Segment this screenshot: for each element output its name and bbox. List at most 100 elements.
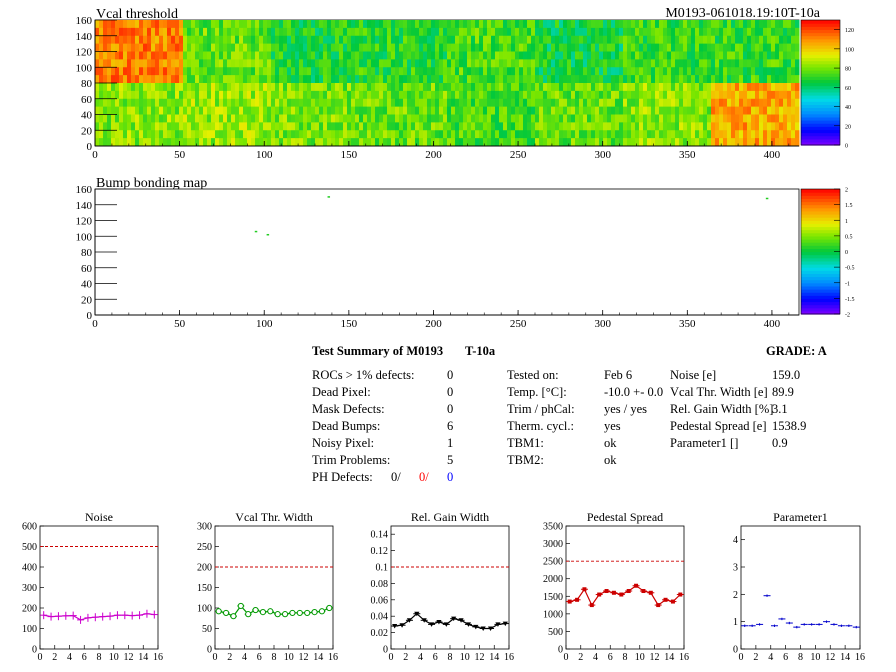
- heatmap-cell: [339, 35, 344, 45]
- heatmap-cell: [563, 67, 568, 76]
- heatmap-cell: [615, 114, 620, 123]
- heatmap-cell: [783, 51, 788, 60]
- heatmap-cell: [543, 75, 548, 84]
- data-point: [487, 626, 494, 631]
- heatmap-cell: [179, 35, 184, 45]
- heatmap-cell: [327, 98, 332, 108]
- x-tick-label: 50: [174, 318, 186, 330]
- heatmap-cell: [367, 106, 372, 115]
- y-tick-label: 3000: [543, 539, 563, 550]
- heatmap-cell: [683, 122, 688, 131]
- heatmap-cell: [423, 114, 428, 123]
- heatmap-cell: [223, 35, 228, 45]
- heatmap-cell: [183, 67, 188, 76]
- heatmap-cell: [739, 130, 744, 139]
- heatmap-cell: [607, 106, 612, 115]
- heatmap-cell: [459, 106, 464, 115]
- heatmap-cell: [447, 67, 452, 76]
- heatmap-cell: [383, 51, 388, 60]
- heatmap-cell: [255, 43, 260, 52]
- heatmap-cell: [223, 106, 228, 115]
- heatmap-cell: [763, 114, 768, 123]
- heatmap-cell: [555, 138, 560, 147]
- heatmap-cell: [723, 20, 728, 29]
- heatmap-cell: [551, 98, 556, 108]
- heatmap-cell: [495, 67, 500, 76]
- heatmap-cell: [439, 27, 444, 37]
- heatmap-cell: [387, 122, 392, 131]
- heatmap-cell: [583, 43, 588, 52]
- heatmap-cell: [327, 83, 332, 92]
- heatmap-cell: [787, 27, 792, 37]
- heatmap-cell: [159, 51, 164, 60]
- heatmap-cell: [131, 59, 136, 68]
- x-tick-label: 10: [284, 652, 294, 663]
- heatmap-cell: [791, 114, 796, 123]
- heatmap-cell: [263, 83, 268, 92]
- heatmap-cell: [355, 106, 360, 115]
- heatmap-cell: [291, 59, 296, 68]
- heatmap-cell: [711, 122, 716, 131]
- heatmap-cell: [271, 67, 276, 76]
- y-tick-label: 600: [22, 522, 37, 533]
- heatmap-cell: [675, 138, 680, 147]
- heatmap-cell: [767, 67, 772, 76]
- heatmap-cell: [611, 90, 616, 100]
- heatmap-cell: [183, 83, 188, 92]
- heatmap-cell: [335, 51, 340, 60]
- heatmap-cell: [727, 83, 732, 92]
- heatmap-cell: [539, 83, 544, 92]
- heatmap-cell: [631, 114, 636, 123]
- heatmap-cell: [247, 51, 252, 60]
- y-tick-label: 150: [197, 583, 212, 594]
- heatmap-cell: [259, 138, 264, 147]
- heatmap-cell: [227, 75, 232, 84]
- heatmap-cell: [411, 43, 416, 52]
- heatmap-cell: [275, 20, 280, 29]
- x-tick-label: 100: [256, 149, 273, 161]
- heatmap-cell: [287, 59, 292, 68]
- heatmap-cell: [315, 122, 320, 131]
- heatmap-cell: [595, 51, 600, 60]
- heatmap-cell: [751, 35, 756, 45]
- heatmap-cell: [627, 51, 632, 60]
- heatmap-cell: [223, 59, 228, 68]
- heatmap-cell: [263, 98, 268, 108]
- heatmap-cell: [135, 83, 140, 92]
- chart-title: Noise: [85, 510, 113, 524]
- heatmap-cell: [399, 27, 404, 37]
- heatmap-cell: [255, 20, 260, 29]
- heatmap-cell: [311, 130, 316, 139]
- heatmap-cell: [559, 51, 564, 60]
- y-tick-label: 2: [733, 590, 738, 601]
- heatmap-cell: [531, 122, 536, 131]
- heatmap-cell: [347, 20, 352, 29]
- heatmap-cell: [739, 114, 744, 123]
- heatmap-cell: [759, 75, 764, 84]
- heatmap-cell: [735, 106, 740, 115]
- heatmap-cell: [487, 98, 492, 108]
- heatmap-cell: [515, 67, 520, 76]
- heatmap-cell: [555, 20, 560, 29]
- palette-band: [801, 120, 840, 124]
- heatmap-cell: [463, 122, 468, 131]
- heatmap-cell: [483, 83, 488, 92]
- palette-band: [801, 273, 840, 278]
- heatmap-cell: [563, 138, 568, 147]
- roc-chart: Rel. Gain Width00.020.040.060.080.10.120…: [371, 510, 515, 663]
- heatmap-cell: [363, 51, 368, 60]
- heatmap-cell: [319, 43, 324, 52]
- palette-band: [801, 141, 840, 146]
- heatmap-cell: [379, 59, 384, 68]
- heatmap-cell: [655, 90, 660, 100]
- heatmap-cell: [699, 122, 704, 131]
- heatmap-cell: [463, 27, 468, 37]
- heatmap-cell: [135, 138, 140, 147]
- heatmap-cell: [451, 67, 456, 76]
- series-line: [394, 612, 506, 630]
- bump-bonding-map: Bump bonding map 0 50 100 150 200 250 300 350 40…: [76, 176, 855, 330]
- y-tick-label: 0.06: [371, 595, 389, 606]
- heatmap-cell: [647, 59, 652, 68]
- heatmap-cell: [371, 138, 376, 147]
